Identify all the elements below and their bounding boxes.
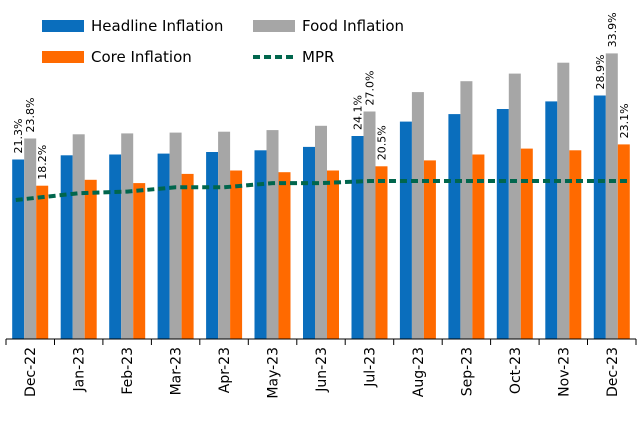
bar-headline-inflation-sep-23 — [448, 114, 461, 339]
legend-label-mpr: MPR — [302, 48, 334, 66]
bar-headline-inflation-feb-23 — [109, 154, 122, 339]
x-tick-label-jan-23: Jan-23 — [72, 347, 88, 392]
data-label-core-inflation-dec-23: 23.1% — [618, 103, 631, 138]
bar-headline-inflation-dec-23 — [593, 95, 606, 339]
bar-food-inflation-jan-23 — [72, 134, 85, 339]
bar-core-inflation-may-23 — [278, 172, 291, 339]
bar-food-inflation-sep-23 — [460, 81, 473, 339]
bar-food-inflation-jul-23 — [363, 111, 376, 339]
bar-headline-inflation-jul-23 — [351, 136, 364, 339]
data-label-core-inflation-jul-23: 20.5% — [376, 125, 389, 160]
bar-core-inflation-jul-23 — [375, 166, 388, 339]
x-tick-label-dec-22: Dec-22 — [23, 347, 39, 397]
bar-core-inflation-aug-23 — [423, 160, 436, 339]
bar-food-inflation-nov-23 — [557, 62, 570, 339]
data-label-headline-inflation-dec-22: 21.3% — [12, 119, 25, 154]
data-label-headline-inflation-jul-23: 24.1% — [352, 95, 365, 130]
bar-headline-inflation-dec-22 — [12, 159, 25, 339]
bar-core-inflation-sep-23 — [472, 154, 485, 339]
bar-food-inflation-jun-23 — [315, 125, 327, 339]
x-tick-label-may-23: May-23 — [266, 347, 282, 399]
bar-food-inflation-apr-23 — [218, 131, 231, 339]
bar-core-inflation-jan-23 — [84, 179, 97, 339]
bar-headline-inflation-aug-23 — [399, 121, 412, 339]
bar-headline-inflation-nov-23 — [545, 101, 558, 340]
bar-food-inflation-oct-23 — [508, 73, 521, 339]
bar-headline-inflation-apr-23 — [206, 152, 219, 339]
bar-headline-inflation-mar-23 — [157, 153, 170, 339]
x-tick-label-aug-23: Aug-23 — [411, 347, 427, 397]
x-tick-label-jun-23: Jun-23 — [314, 347, 330, 393]
data-label-food-inflation-jul-23: 27.0% — [364, 71, 377, 106]
x-tick-label-apr-23: Apr-23 — [217, 347, 233, 393]
legend: Headline Inflation Food Inflation Core Inf… — [42, 17, 404, 66]
data-label-core-inflation-dec-22: 18.2% — [36, 145, 49, 180]
data-labels-group: 21.3%23.8% 18.2% 24.1%27.0% 20.5% 28.9% 33.9%… — [12, 12, 631, 179]
data-label-headline-inflation-dec-23: 28.9% — [594, 55, 607, 90]
legend-swatch-food-inflation — [253, 20, 295, 32]
bar-core-inflation-nov-23 — [569, 150, 582, 339]
mpr-line-group — [15, 179, 628, 202]
bar-core-inflation-mar-23 — [181, 173, 194, 339]
bar-food-inflation-may-23 — [266, 130, 279, 339]
legend-label-headline-inflation: Headline Inflation — [91, 17, 223, 35]
legend-label-food-inflation: Food Inflation — [302, 17, 404, 35]
x-axis: Dec-22 Jan-23 Feb-23 Mar-23 Apr-23 May-23 Jun-… — [5, 338, 637, 399]
bar-core-inflation-dec-22 — [36, 185, 49, 339]
bar-core-inflation-dec-23 — [617, 144, 630, 339]
x-tick-label-nov-23: Nov-23 — [556, 347, 572, 397]
bar-food-inflation-dec-22 — [24, 138, 37, 339]
bar-core-inflation-jun-23 — [327, 170, 339, 339]
bar-food-inflation-aug-23 — [411, 92, 424, 339]
x-tick-label-sep-23: Sep-23 — [459, 347, 475, 396]
bar-headline-inflation-oct-23 — [496, 109, 509, 339]
data-label-food-inflation-dec-22: 23.8% — [24, 98, 37, 133]
bar-headline-inflation-jan-23 — [60, 155, 73, 339]
x-tick-label-feb-23: Feb-23 — [120, 347, 136, 395]
bar-core-inflation-oct-23 — [520, 148, 533, 339]
bar-food-inflation-mar-23 — [169, 132, 182, 339]
data-label-food-inflation-dec-23: 33.9% — [606, 12, 619, 47]
legend-label-core-inflation: Core Inflation — [91, 48, 192, 66]
bar-food-inflation-feb-23 — [121, 133, 134, 339]
bar-core-inflation-feb-23 — [133, 183, 146, 339]
x-tick-label-dec-23: Dec-23 — [605, 347, 621, 397]
line-mpr — [15, 179, 628, 202]
bars-group — [12, 53, 630, 340]
legend-swatch-headline-inflation — [42, 20, 84, 32]
bar-headline-inflation-jun-23 — [303, 146, 315, 339]
x-tick-label-oct-23: Oct-23 — [508, 347, 524, 394]
legend-swatch-core-inflation — [42, 51, 84, 63]
bar-food-inflation-dec-23 — [605, 53, 618, 340]
x-tick-label-jul-23: Jul-23 — [363, 347, 379, 388]
x-tick-label-mar-23: Mar-23 — [169, 347, 185, 395]
bar-core-inflation-apr-23 — [230, 170, 243, 339]
bar-headline-inflation-may-23 — [254, 150, 267, 339]
